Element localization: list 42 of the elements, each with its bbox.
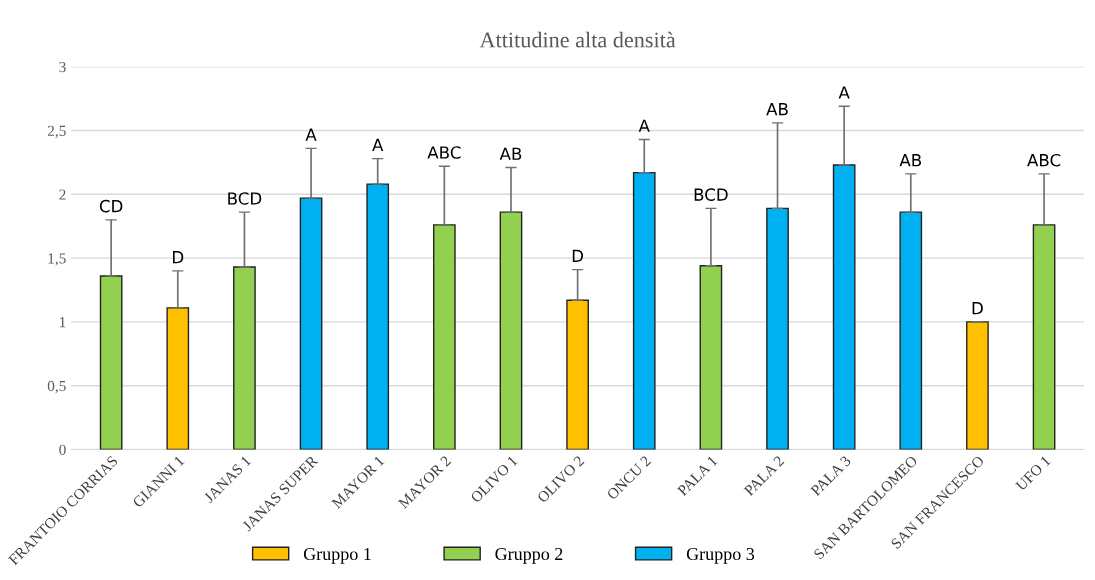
annotation: D xyxy=(173,251,184,264)
bar xyxy=(166,307,190,450)
legend-label: Gruppo 3 xyxy=(686,547,755,564)
bar xyxy=(299,197,323,450)
bar xyxy=(432,224,456,450)
annotation: D xyxy=(572,249,584,262)
bar xyxy=(966,321,989,450)
annotation: A xyxy=(838,86,850,99)
legend-label: Gruppo 1 xyxy=(303,547,371,564)
bar xyxy=(832,164,856,450)
bar xyxy=(766,207,789,450)
annotation: BCD xyxy=(228,192,262,205)
y-tick-label: 2 xyxy=(59,189,66,200)
bar xyxy=(99,275,123,450)
annotation: ABC xyxy=(1027,153,1061,167)
y-tick-label: 0 xyxy=(59,444,66,455)
annotation: BCD xyxy=(694,188,728,201)
annotation: CD xyxy=(99,199,123,213)
bar xyxy=(566,299,589,450)
bar xyxy=(499,211,523,450)
annotation: D xyxy=(972,302,983,315)
bar xyxy=(699,265,723,450)
annotation: ABC xyxy=(427,146,461,159)
bar xyxy=(632,171,656,450)
x-tick-label: UFO 1 xyxy=(1014,455,1052,492)
y-tick-label: 3 xyxy=(59,61,66,73)
y-tick-label: 1 xyxy=(60,317,66,328)
y-tick-label: 0,5 xyxy=(47,380,66,394)
bar xyxy=(1032,224,1056,450)
annotation: A xyxy=(305,128,317,141)
legend-label: Gruppo 2 xyxy=(495,547,563,564)
chart-title: Attitudine alta densità xyxy=(479,31,676,48)
annotation: A xyxy=(372,138,384,151)
annotation: AB xyxy=(766,103,788,116)
bar xyxy=(899,211,923,450)
bar xyxy=(233,266,256,450)
y-tick-label: 2,5 xyxy=(47,125,66,139)
annotation: AB xyxy=(899,154,922,167)
y-tick-label: 1,5 xyxy=(48,253,66,266)
annotation: AB xyxy=(499,147,522,160)
annotation: A xyxy=(638,119,650,132)
bar xyxy=(366,183,390,450)
